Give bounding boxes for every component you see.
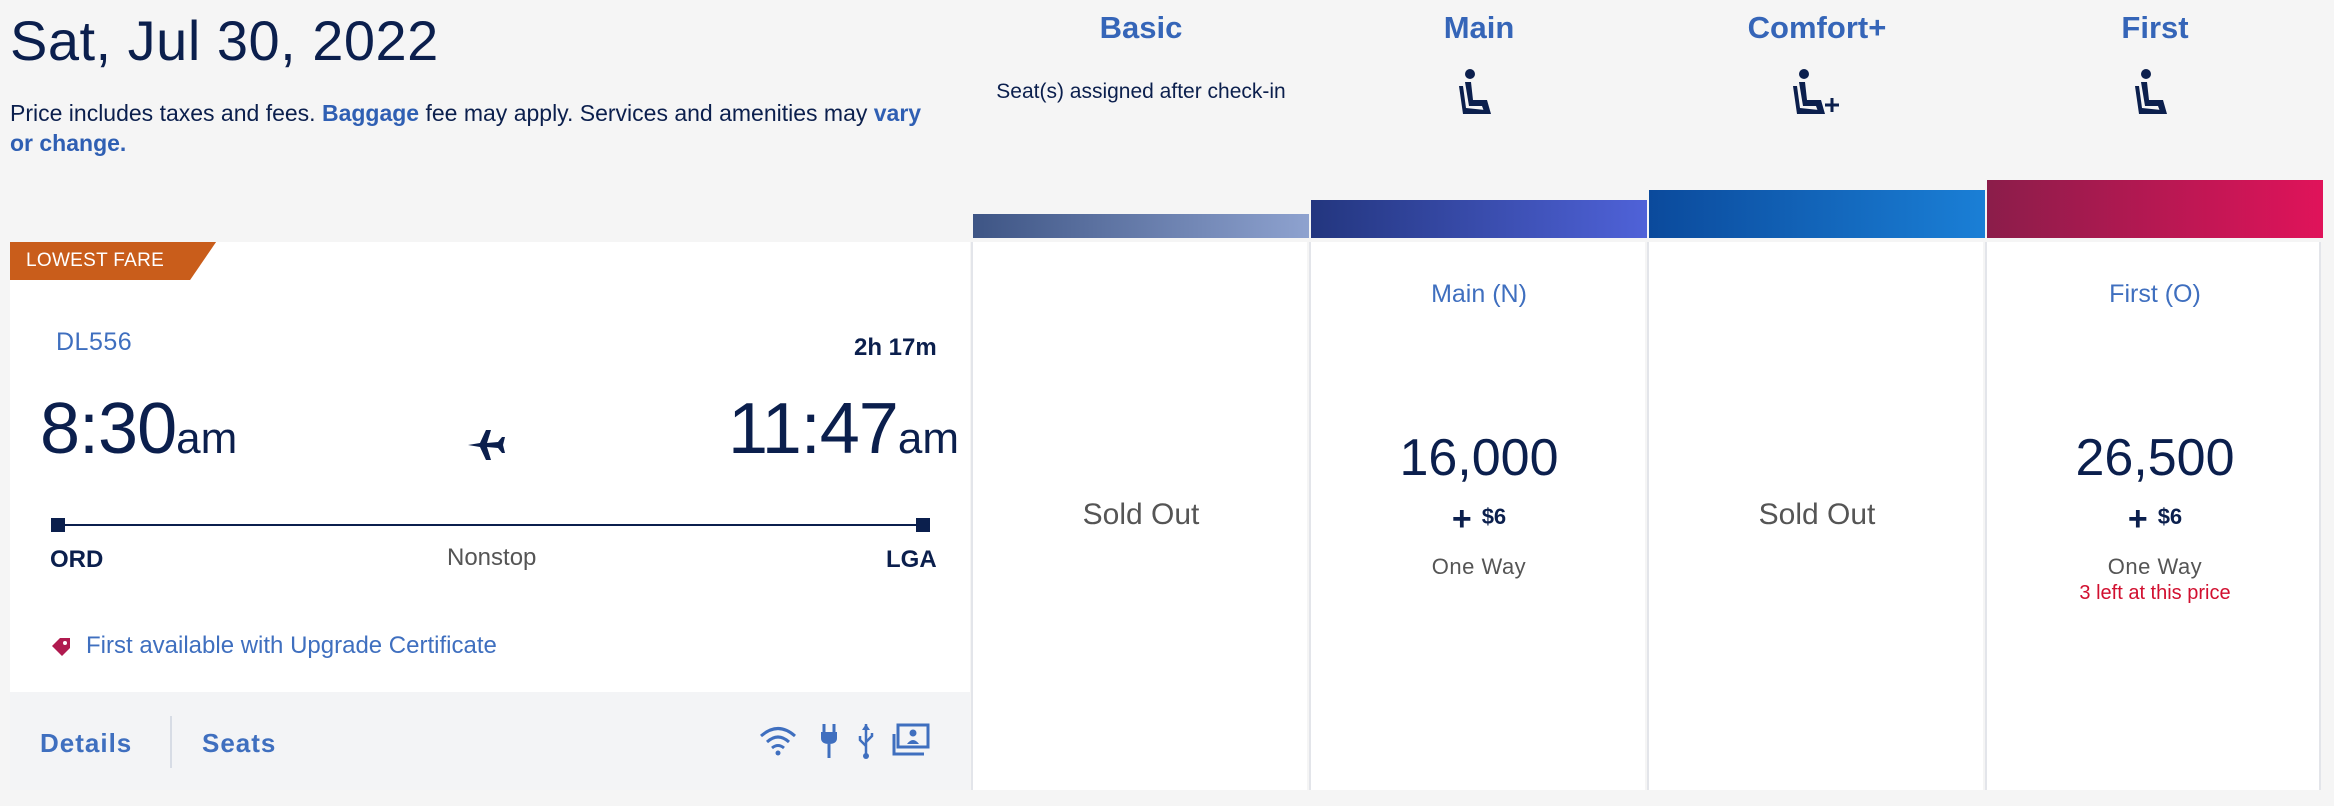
cabin-bar-comfort <box>1649 190 1985 238</box>
first-availability-warning: 3 left at this price <box>2079 582 2231 604</box>
cabin-bar-main <box>1311 200 1647 238</box>
departure-ampm: am <box>176 414 238 463</box>
first-fee: + $6 <box>1987 500 2323 539</box>
details-button[interactable]: Details <box>40 728 133 758</box>
stops-label: Nonstop <box>447 544 537 571</box>
cabin-bar-first <box>1987 180 2323 238</box>
arrival-time-value: 11:47 <box>728 389 899 469</box>
cabin-header-first: First <box>1987 10 2323 120</box>
cabin-basic-note: Seat(s) assigned after check-in <box>996 80 1286 103</box>
departure-time: 8:30am <box>40 388 237 470</box>
comfort-sold-out: Sold Out <box>1758 498 1876 531</box>
first-miles-price[interactable]: 26,500 <box>2075 429 2235 487</box>
fare-column-main[interactable] <box>1309 242 1645 790</box>
vary-or-change-link[interactable]: vary or change. <box>10 100 922 156</box>
basic-sold-out: Sold Out <box>1082 498 1200 531</box>
usb-icon[interactable] <box>856 722 876 760</box>
power-outlet-icon[interactable] <box>818 722 840 760</box>
cabin-header-basic: Basic Seat(s) assigned after check-in <box>973 10 1309 104</box>
origin-marker <box>51 518 65 532</box>
fare-column-comfort <box>1647 242 1983 790</box>
cabin-header-comfort: Comfort+ <box>1649 10 1985 120</box>
origin-airport: ORD <box>50 546 104 573</box>
cabin-name-basic: Basic <box>1099 10 1183 45</box>
first-fee-amount: $6 <box>2157 504 2183 529</box>
arrival-time: 11:47am <box>728 388 959 470</box>
upgrade-certificate-note[interactable]: First available with Upgrade Certificate <box>86 632 497 659</box>
cabin-header-main: Main <box>1311 10 1647 120</box>
price-note-prefix: Price includes taxes and fees. <box>10 100 316 126</box>
destination-marker <box>916 518 930 532</box>
flight-number[interactable]: DL556 <box>56 328 133 356</box>
price-note-middle: fee may apply. Services and amenities ma… <box>425 100 868 126</box>
price-note: Price includes taxes and fees. Baggage f… <box>10 98 930 158</box>
main-miles-price[interactable]: 16,000 <box>1399 429 1559 487</box>
entertainment-screen-icon[interactable] <box>892 722 930 760</box>
first-plus-sign: + <box>2127 500 2148 538</box>
first-trip-type: One Way <box>2107 554 2203 579</box>
main-plus-sign: + <box>1451 500 1472 538</box>
baggage-link[interactable]: Baggage <box>321 100 420 126</box>
main-trip-type: One Way <box>1431 554 1527 579</box>
main-fare-class: Main (N) <box>1431 280 1527 308</box>
cabin-name-comfort: Comfort+ <box>1747 10 1887 45</box>
first-fare-class: First (O) <box>2109 280 2201 308</box>
airplane-icon <box>468 430 505 460</box>
cabin-name-main: Main <box>1443 10 1515 45</box>
route-line <box>58 524 924 526</box>
main-fee: + $6 <box>1311 500 1647 539</box>
seat-icon <box>1459 69 1491 114</box>
fare-column-basic <box>971 242 1307 790</box>
cabin-name-first: First <box>2121 10 2189 45</box>
departure-time-value: 8:30 <box>40 389 177 469</box>
lowest-fare-badge: LOWEST FARE <box>10 242 216 280</box>
seat-icon <box>2135 69 2167 114</box>
seat-plus-icon <box>1793 69 1839 114</box>
flight-date-title: Sat, Jul 30, 2022 <box>10 9 439 72</box>
cabin-bar-basic <box>973 214 1309 238</box>
flight-duration: 2h 17m <box>854 334 937 361</box>
seats-button[interactable]: Seats <box>202 728 277 758</box>
footer-divider <box>170 716 172 768</box>
wifi-icon[interactable] <box>758 722 798 760</box>
main-fee-amount: $6 <box>1481 504 1507 529</box>
arrival-ampm: am <box>897 414 959 463</box>
tag-icon <box>52 638 70 656</box>
fare-column-first[interactable] <box>1985 242 2321 790</box>
destination-airport: LGA <box>886 546 937 573</box>
